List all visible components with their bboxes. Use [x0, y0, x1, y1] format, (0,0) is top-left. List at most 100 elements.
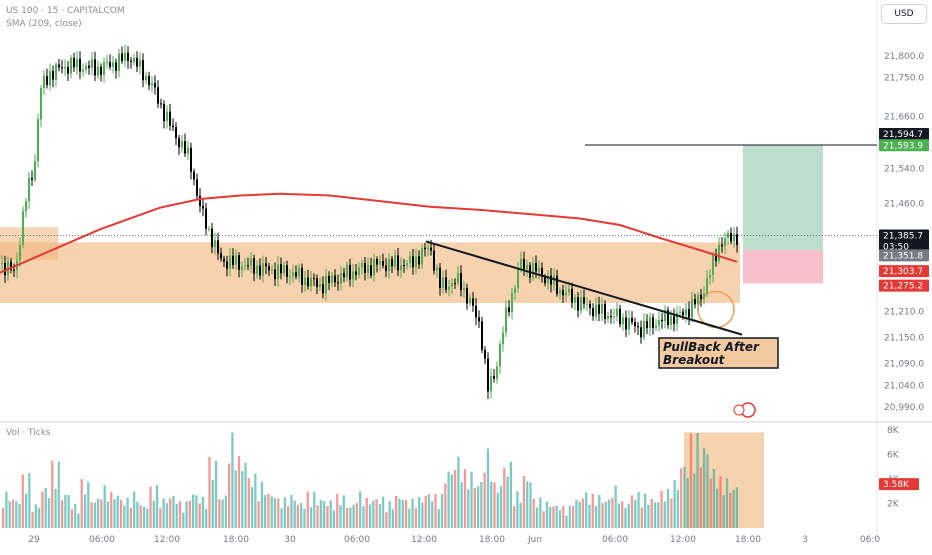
- volume-bar: [162, 498, 165, 528]
- candle-body: [421, 247, 423, 265]
- volume-bar: [34, 504, 38, 528]
- candle-body: [712, 254, 714, 275]
- candle-body: [313, 277, 315, 279]
- volume-bar: [545, 501, 549, 528]
- volume-bar: [257, 501, 260, 528]
- volume-bar: [205, 508, 208, 528]
- volume-bar: [398, 498, 401, 528]
- volume-bar: [15, 501, 18, 528]
- sma-line: [0, 192, 738, 274]
- volume-bar: [735, 487, 738, 528]
- candle-body: [667, 310, 669, 325]
- volume-bar: [712, 469, 716, 528]
- volume-bar: [565, 515, 568, 528]
- volume-bar: [191, 494, 195, 528]
- candle-body: [370, 265, 372, 276]
- candle-body: [664, 310, 666, 322]
- volume-bar: [427, 494, 431, 528]
- candle-body: [283, 265, 285, 274]
- candle-body: [148, 75, 150, 86]
- candle-body: [352, 271, 354, 280]
- volume-bar: [604, 501, 607, 528]
- volume-bar: [47, 498, 51, 528]
- candle-body: [190, 147, 192, 172]
- volume-bar: [683, 466, 686, 528]
- volume-bar: [77, 513, 80, 528]
- candle-body: [565, 292, 567, 296]
- candle-body: [196, 179, 198, 196]
- candle-body: [442, 277, 444, 288]
- candle-body: [619, 308, 621, 325]
- candle-body: [568, 288, 570, 293]
- candle-body: [718, 244, 720, 261]
- candle-body: [652, 317, 654, 328]
- volume-bar: [142, 506, 146, 528]
- volume-bar: [686, 477, 689, 528]
- volume-bar: [218, 499, 221, 528]
- candle-body: [589, 303, 591, 309]
- volume-bar: [594, 505, 598, 528]
- candle-body: [226, 261, 228, 269]
- currency-button[interactable]: USD: [881, 4, 927, 24]
- volume-bar: [696, 432, 699, 528]
- volume-bar: [522, 476, 526, 528]
- target-top-tag-bg: [879, 128, 929, 140]
- volume-bar: [264, 495, 267, 528]
- volume-bar: [706, 454, 709, 528]
- volume-indicator-label[interactable]: Vol · Ticks: [6, 428, 51, 438]
- candle-body: [271, 269, 273, 271]
- candle-body: [559, 290, 561, 294]
- sma-indicator-label[interactable]: SMA (209, close): [6, 19, 82, 29]
- time-axis-label: 06:00: [89, 535, 115, 545]
- volume-bar: [5, 491, 8, 528]
- volume-bar: [300, 503, 303, 528]
- volume-bar: [578, 501, 581, 528]
- candle-body: [514, 288, 516, 293]
- candle-body: [175, 127, 177, 139]
- volume-bar: [509, 461, 512, 528]
- candle-body: [427, 247, 429, 250]
- volume-bar: [637, 492, 640, 528]
- volume-bar: [555, 505, 558, 528]
- lightning-event-icon: [733, 404, 745, 416]
- candle-body: [247, 265, 249, 267]
- volume-bar: [585, 492, 588, 528]
- sr-zone-left: [0, 227, 58, 260]
- volume-bar: [709, 478, 712, 528]
- candle-body: [472, 298, 474, 306]
- volume-bar: [342, 495, 345, 528]
- candle-body: [475, 305, 477, 318]
- candle-body: [694, 299, 696, 305]
- volume-bar: [195, 495, 198, 528]
- candle-body: [91, 59, 93, 68]
- candle-body: [550, 275, 552, 285]
- candle-body: [382, 261, 384, 266]
- volume-bar: [470, 471, 473, 528]
- candle-body: [217, 240, 219, 254]
- candle-body: [325, 276, 327, 294]
- volume-bar: [729, 492, 732, 528]
- candle-body: [151, 83, 153, 86]
- volume-bar: [647, 504, 650, 528]
- candle-body: [76, 58, 78, 68]
- volume-bar: [224, 495, 228, 528]
- volume-bar: [74, 503, 77, 528]
- candle-body: [28, 178, 30, 202]
- volume-bar: [421, 502, 424, 528]
- volume-bar: [657, 502, 660, 528]
- volume-bar: [650, 498, 653, 528]
- candle-body: [259, 265, 261, 276]
- stop-price-tag: 21,275.2: [883, 282, 923, 292]
- candle-body: [262, 263, 264, 276]
- volume-bar: [96, 498, 100, 528]
- volume-bar: [250, 486, 254, 528]
- volume-bar: [617, 503, 621, 528]
- candle-body: [610, 316, 612, 318]
- volume-bar: [716, 488, 719, 528]
- candle-body: [490, 376, 492, 392]
- volume-tick-label: 2K: [887, 500, 900, 510]
- volume-bar: [516, 491, 519, 528]
- volume-bar: [372, 500, 375, 528]
